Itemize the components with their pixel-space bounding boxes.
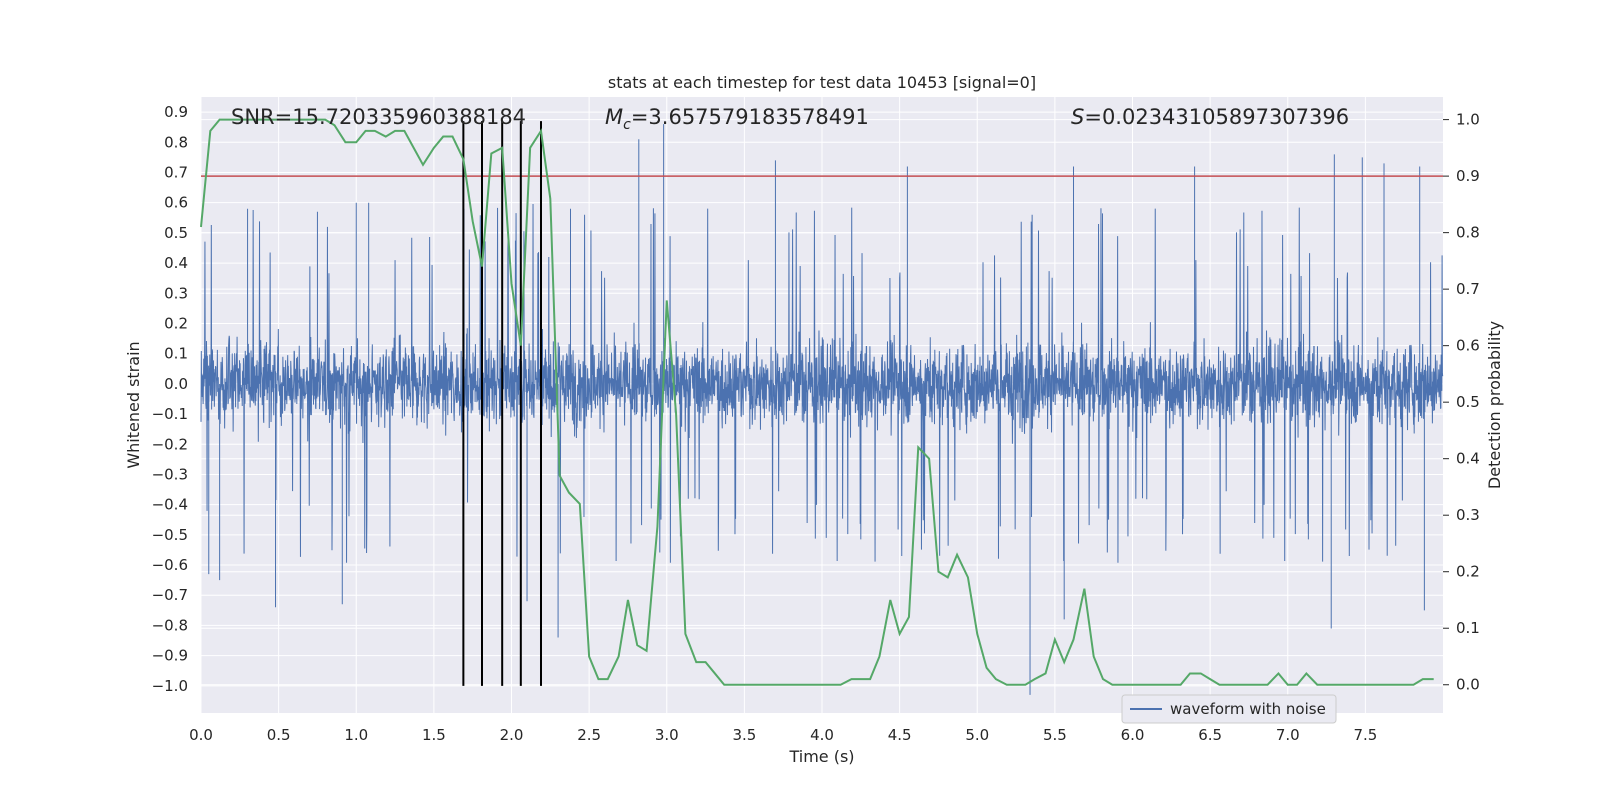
y-right-tick-label: 0.8 [1456, 224, 1480, 242]
y-right-tick-label: 0.2 [1456, 563, 1480, 581]
x-tick-label: 1.5 [422, 726, 446, 744]
x-axis-label: Time (s) [788, 747, 854, 766]
chirp-mass-label: Mc=3.657579183578491 [605, 105, 869, 133]
legend-box [1121, 694, 1337, 724]
s-symbol: S [1071, 105, 1084, 129]
y-tick-label: −0.4 [152, 496, 188, 514]
chart-title: stats at each timestep for test data 104… [608, 73, 1036, 92]
y-tick-label: 0.3 [164, 284, 188, 302]
waveform-series [200, 124, 1444, 695]
x-tick-label: 2.0 [500, 726, 524, 744]
probability-series [200, 118, 1434, 686]
y-tick-label: −0.7 [152, 586, 188, 604]
y-tick-label: −0.1 [152, 405, 188, 423]
waveform-trace [200, 124, 1444, 695]
y-tick-label: −0.6 [152, 556, 188, 574]
snr-label: SNR=15.720335960388184 [231, 105, 526, 129]
x-tick-label: 3.5 [732, 726, 756, 744]
x-tick-label: 5.0 [965, 726, 989, 744]
y-tick-label: 0.9 [164, 103, 188, 121]
y-axis-label: Whitened strain [124, 341, 143, 468]
y-tick-label: −0.8 [152, 616, 188, 634]
probability-line [200, 118, 1434, 686]
x-tick-label: 4.0 [810, 726, 834, 744]
y-right-tick-label: 0.5 [1456, 393, 1480, 411]
y-right-axis-label: Detection probability [1485, 321, 1504, 489]
y-right-tick-label: 0.7 [1456, 280, 1480, 298]
legend-entry: waveform with noise [1170, 700, 1326, 718]
x-tick-label: 7.0 [1276, 726, 1300, 744]
tick-labels: 0.0 0.5 1.0 1.5 2.0 2.5 3.0 3.5 4.0 4.5 5.0 5.5 6.0 6… [152, 103, 1480, 744]
y-tick-label: 0.2 [164, 314, 188, 332]
y-tick-label: 0.1 [164, 345, 188, 363]
y-tick-label: −0.9 [152, 647, 188, 665]
y-tick-label: 0.0 [164, 375, 188, 393]
x-tick-label: 7.5 [1353, 726, 1377, 744]
x-tick-label: 4.5 [888, 726, 912, 744]
y-right-tick-label: 1.0 [1456, 111, 1480, 129]
x-tick-label: 1.0 [344, 726, 368, 744]
x-tick-label: 3.0 [655, 726, 679, 744]
vertical-markers [462, 121, 542, 686]
s-value: =0.02343105897307396 [1084, 105, 1349, 129]
legend: waveform with noise [1121, 694, 1337, 724]
y-tick-label: −0.2 [152, 435, 188, 453]
y-tick-label: 0.8 [164, 133, 188, 151]
x-tick-label: 0.5 [267, 726, 291, 744]
y-right-tick-label: 0.1 [1456, 619, 1480, 637]
y-right-tick-label: 0.6 [1456, 337, 1480, 355]
y-tick-label: 0.7 [164, 163, 188, 181]
x-tick-label: 6.0 [1121, 726, 1145, 744]
y-right-tick-label: 0.3 [1456, 506, 1480, 524]
y-tick-label: 0.4 [164, 254, 188, 272]
x-tick-label: 5.5 [1043, 726, 1067, 744]
mc-symbol: M [605, 105, 623, 129]
mc-value: =3.657579183578491 [631, 105, 869, 129]
y-tick-label: 0.6 [164, 194, 188, 212]
s-stat-label: S=0.02343105897307396 [1071, 105, 1349, 129]
y-right-tick-label: 0.4 [1456, 450, 1480, 468]
x-tick-label: 2.5 [577, 726, 601, 744]
x-tick-label: 6.5 [1198, 726, 1222, 744]
y-right-tick-label: 0.9 [1456, 167, 1480, 185]
y-tick-label: −0.3 [152, 465, 188, 483]
y-right-tick-label: 0.0 [1456, 676, 1480, 694]
y-tick-label: 0.5 [164, 224, 188, 242]
mc-subscript: c [623, 117, 631, 133]
y-tick-label: −0.5 [152, 526, 188, 544]
x-tick-label: 0.0 [189, 726, 213, 744]
y-tick-label: −1.0 [152, 677, 188, 695]
